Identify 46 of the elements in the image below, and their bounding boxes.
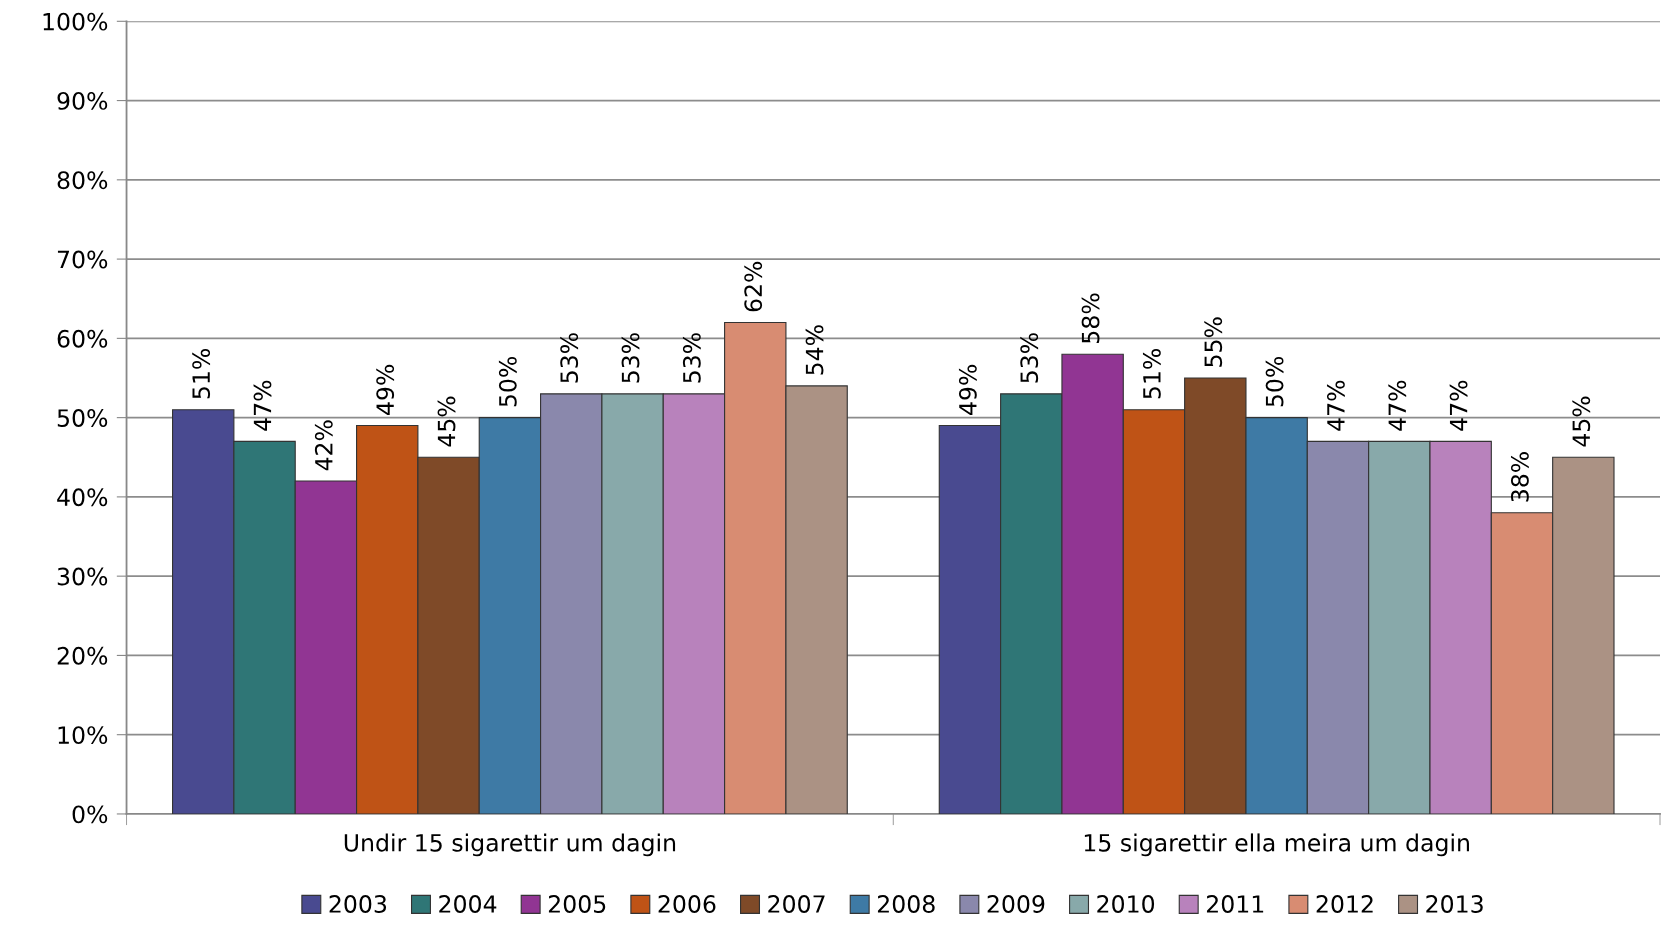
data-label: 53%	[560, 333, 579, 383]
data-label: 55%	[1204, 317, 1223, 367]
legend-label: 2003	[329, 895, 387, 913]
y-tick-label: 90%	[57, 92, 108, 110]
x-tick-label: 15 sigarettir ella meira um dagin	[1084, 833, 1469, 857]
data-label: 53%	[1020, 333, 1039, 383]
data-label: 47%	[1388, 380, 1407, 431]
data-label: 47%	[253, 380, 272, 431]
y-tick-label: 40%	[57, 488, 108, 507]
data-label: 49%	[958, 364, 977, 415]
legend-label: 2011	[1206, 895, 1264, 913]
data-label: 51%	[1142, 349, 1161, 399]
y-tick-label: 60%	[57, 329, 108, 348]
y-tick-label: 100%	[43, 12, 108, 31]
data-label: 53%	[621, 333, 640, 383]
data-label: 50%	[498, 356, 517, 407]
legend-label: 2005	[548, 895, 606, 913]
data-label: 58%	[1081, 293, 1100, 343]
legend-label: 2008	[877, 895, 935, 913]
data-label: 53%	[682, 333, 701, 383]
data-label: 54%	[805, 325, 824, 375]
data-label: 47%	[1326, 380, 1345, 431]
legend-label: 2006	[658, 895, 716, 913]
y-tick-label: 20%	[57, 646, 108, 665]
data-label: 47%	[1449, 380, 1468, 431]
legend-label: 2009	[987, 895, 1045, 913]
y-tick-label: 30%	[57, 567, 108, 586]
data-label: 51%	[192, 349, 211, 399]
legend-label: 2010	[1097, 895, 1155, 913]
data-label: 49%	[376, 364, 395, 415]
data-label: 38%	[1510, 452, 1529, 502]
legend-label: 2007	[768, 895, 825, 913]
data-label: 62%	[744, 261, 763, 312]
data-label: 45%	[1572, 396, 1591, 447]
y-tick-label: 80%	[57, 171, 108, 190]
data-label: 50%	[1265, 356, 1284, 407]
y-tick-label: 0%	[72, 805, 108, 824]
x-tick-label: Undir 15 sigarettir um dagin	[344, 833, 676, 857]
y-tick-label: 50%	[57, 409, 108, 427]
legend-label: 2004	[439, 895, 497, 913]
legend-label: 2012	[1316, 895, 1373, 913]
legend-label: 2013	[1426, 895, 1483, 913]
data-label: 45%	[437, 396, 456, 447]
data-label: 42%	[314, 420, 333, 471]
y-tick-label: 70%	[57, 250, 108, 269]
y-tick-label: 10%	[58, 726, 108, 744]
